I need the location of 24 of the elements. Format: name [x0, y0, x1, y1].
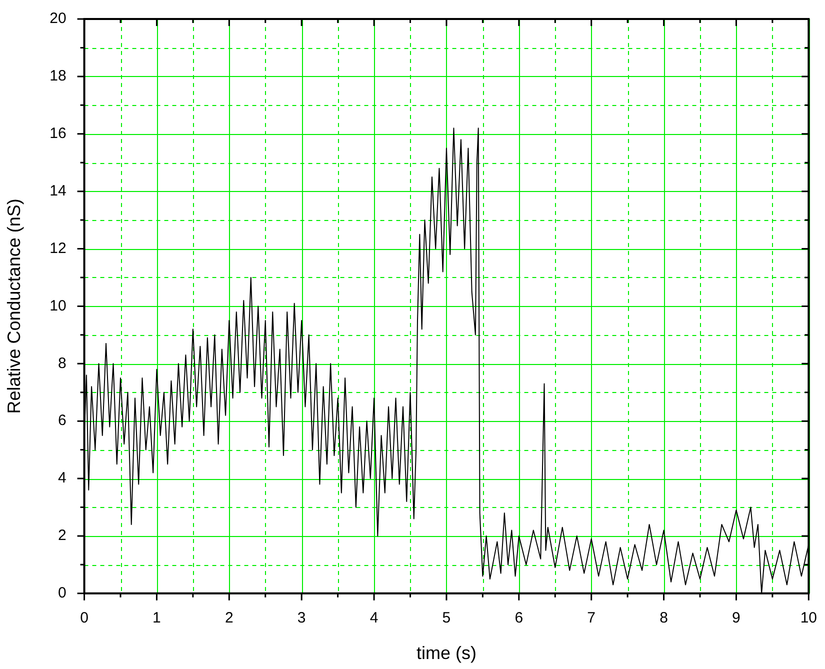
x-tick-label: 2 — [224, 610, 234, 627]
y-tick-label: 4 — [58, 470, 66, 487]
x-tick-label: 6 — [514, 610, 524, 627]
x-tick-label: 10 — [800, 610, 817, 627]
y-tick-label: 18 — [50, 68, 66, 85]
y-tick-label: 8 — [58, 354, 66, 372]
x-tick-label: 5 — [442, 610, 451, 627]
y-tick-label: 20 — [50, 10, 66, 28]
x-tick-label: 4 — [370, 610, 378, 627]
x-axis-title: time (s) — [416, 643, 476, 664]
x-tick-label: 8 — [660, 610, 668, 627]
y-tick-label: 12 — [50, 240, 66, 257]
y-tick-label: 6 — [58, 412, 66, 430]
y-tick-label: 16 — [50, 125, 66, 142]
x-tick-label: 9 — [732, 610, 740, 627]
x-tick-label: 3 — [297, 610, 306, 627]
y-tick-label: 0 — [58, 584, 66, 602]
y-tick-label: 10 — [50, 297, 66, 314]
y-tick-label: 14 — [50, 182, 66, 200]
y-tick-label: 2 — [58, 527, 66, 544]
x-tick-label: 1 — [152, 610, 161, 627]
y-axis-title: Relative Conductance (nS) — [4, 198, 24, 414]
x-tick-label: 7 — [587, 610, 596, 627]
x-tick-label: 0 — [80, 610, 88, 627]
